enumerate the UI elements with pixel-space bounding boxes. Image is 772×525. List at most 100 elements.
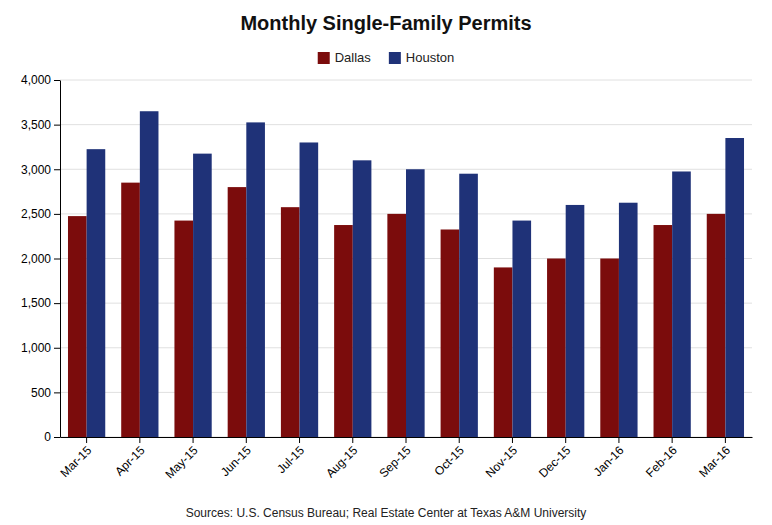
x-tick-mark [459,437,460,443]
x-tick-mark [725,437,726,443]
bar [494,267,513,437]
x-tick-mark [139,437,140,443]
y-tick: 3,500 [21,118,60,132]
x-tick: Mar-16 [696,437,733,480]
legend: Dallas Houston [318,50,455,65]
x-tick-label: Aug-15 [323,443,360,480]
y-tick-mark [54,80,60,81]
bar [281,207,300,437]
y-tick-mark [54,348,60,349]
annotation: Sources: U.S. Census Bureau; Real Estate… [186,506,587,520]
x-tick: Apr-15 [112,437,148,479]
x-tick: Jan-16 [591,437,627,479]
y-tick: 500 [31,386,60,400]
title: Monthly Single-Family Permits [240,12,531,34]
y-tick-mark [54,392,60,393]
bar-series [68,183,725,437]
bar [228,187,247,437]
x-tick: Jun-15 [218,437,254,479]
y-tick-mark [54,437,60,438]
bar [387,214,406,437]
x-tick-mark [512,437,513,443]
x-tick: Jul-15 [274,437,307,476]
bar [140,111,159,437]
x-tick-mark [352,437,353,443]
x-tick-label: Apr-15 [112,443,148,479]
y-tick-mark [54,214,60,215]
x-tick-label: Jan-16 [591,443,627,479]
x-tick-mark [565,437,566,443]
y-tick-label: 4,000 [21,73,51,87]
plot: 0 500 1,000 1,500 2,000 2,500 3,000 3,500 4,000 M… [21,73,753,481]
bar-series [87,111,744,437]
bar [441,229,460,437]
x-tick-mark [299,437,300,443]
x-tick: Nov-15 [483,437,520,480]
bar [672,171,691,437]
y-axis: 0 500 1,000 1,500 2,000 2,500 3,000 3,500 4,000 [21,73,61,444]
x-tick-label: May-15 [163,443,201,481]
y-tick-label: 0 [44,430,51,444]
y-tick-mark [54,303,60,304]
bar [174,221,193,437]
grid-line [60,124,752,125]
x-tick: Oct-15 [432,437,468,479]
bar [193,154,212,437]
y-tick: 1,500 [21,296,60,310]
bars [68,111,744,437]
x-tick-label: Mar-15 [57,443,94,480]
x-tick-label: Dec-15 [536,443,573,480]
x-tick-mark [193,437,194,443]
y-tick-label: 2,500 [21,207,51,221]
y-tick-label: 2,000 [21,252,51,266]
grid-line [60,80,752,81]
x-tick: Aug-15 [323,437,360,480]
y-tick: 3,000 [21,163,60,177]
bar [121,183,140,437]
y-tick-label: 1,500 [21,296,51,310]
y-tick-label: 3,500 [21,118,51,132]
x-tick-label: Nov-15 [483,443,520,480]
legend-swatch [389,52,401,64]
x-tick-mark [672,437,673,443]
bar [68,216,87,437]
bar [246,122,265,437]
legend-label: Dallas [335,50,372,65]
legend-item: Dallas [318,50,372,65]
y-tick: 2,000 [21,252,60,266]
x-tick-mark [86,437,87,443]
bar [600,259,619,438]
bar [87,149,106,437]
x-tick-mark [246,437,247,443]
bar [547,259,566,438]
grid [60,80,752,437]
y-tick-label: 3,000 [21,163,51,177]
x-tick-mark [618,437,619,443]
y-tick-label: 1,000 [21,341,51,355]
bar [619,203,638,437]
x-tick: May-15 [163,437,201,481]
bar [300,142,319,437]
x-tick: Mar-15 [57,437,94,480]
legend-swatch [318,52,330,64]
x-tick-label: Oct-15 [432,443,468,479]
bar [707,214,726,437]
bar [654,225,673,437]
legend-item: Houston [389,50,454,65]
chart: Monthly Single-Family Permits 0 500 1,000 1,… [0,0,772,525]
bar [725,138,744,437]
x-tick-label: Jul-15 [274,443,307,476]
bar [353,160,372,437]
y-tick-mark [54,169,60,170]
x-tick-label: Sep-15 [376,443,413,480]
bar [512,221,531,437]
y-tick-label: 500 [31,386,51,400]
y-tick-mark [54,125,60,126]
x-tick-label: Mar-16 [696,443,733,480]
bar [406,169,425,437]
x-tick-label: Feb-16 [643,443,680,480]
y-tick: 2,500 [21,207,60,221]
bar [566,205,585,437]
legend-label: Houston [406,50,454,65]
x-axis: Mar-15 Apr-15 May-15 Jun-15 Jul-15 Aug-15 Sep-… [57,437,752,481]
